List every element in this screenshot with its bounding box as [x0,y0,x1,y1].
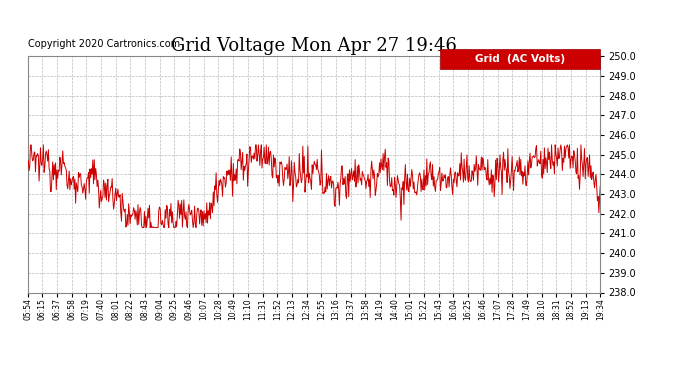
Title: Grid Voltage Mon Apr 27 19:46: Grid Voltage Mon Apr 27 19:46 [171,37,457,55]
Text: Grid  (AC Volts): Grid (AC Volts) [475,54,565,64]
FancyBboxPatch shape [440,49,600,69]
Text: Copyright 2020 Cartronics.com: Copyright 2020 Cartronics.com [28,39,179,49]
